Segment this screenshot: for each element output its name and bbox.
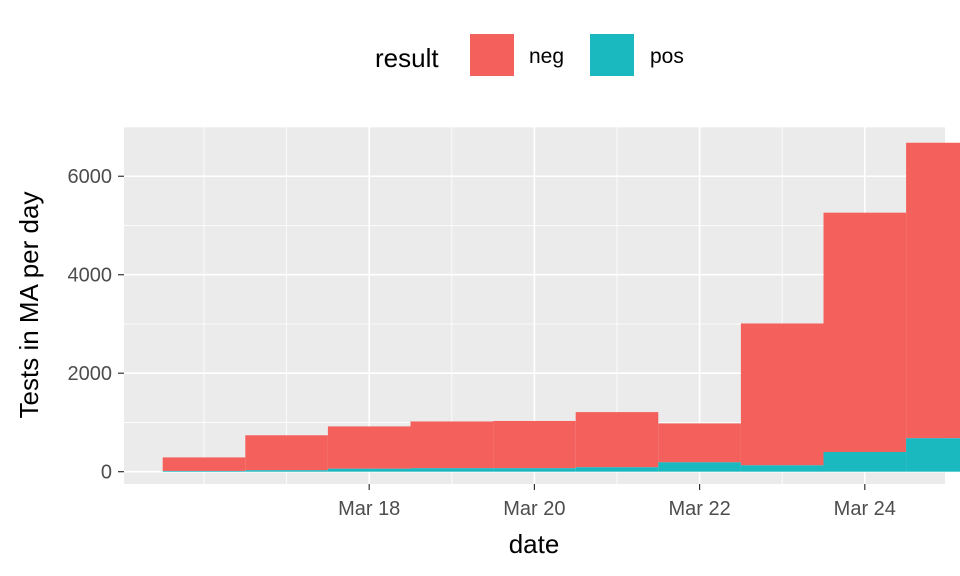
legend-swatch-pos [590,34,634,76]
bar-neg [162,457,246,471]
y-tick-label: 6000 [68,166,113,188]
bar-neg [327,426,411,469]
bar-pos [658,462,741,472]
y-axis-title: Tests in MA per day [14,192,44,419]
bar-pos [740,465,824,472]
axis-ticks: 0 2000 4000 6000 Mar 18 Mar 20 Mar 22 Mar 24 [68,166,896,520]
bar-neg [906,142,960,439]
bar-neg [493,420,576,469]
bar-neg [410,421,494,469]
legend: result neg pos [375,34,684,76]
gridlines [124,126,945,484]
bar-pos [245,470,328,472]
bar-neg [245,435,328,471]
bar-neg [823,212,907,452]
y-tick-label: 4000 [68,265,113,287]
bars [162,142,960,472]
x-tick-label: Mar 18 [338,498,400,520]
bar-neg [740,323,824,466]
y-tick-label: 0 [101,462,112,484]
bar-pos [327,468,411,472]
bar-neg [658,423,741,463]
x-tick-label: Mar 22 [668,498,730,520]
x-tick-label: Mar 24 [834,498,896,520]
bar-pos [162,470,246,472]
bar-pos [410,468,494,472]
bar-pos [906,438,960,472]
x-axis-title: date [509,529,560,559]
legend-swatch-neg [470,34,514,76]
bar-pos [575,467,659,472]
y-tick-label: 2000 [68,363,113,385]
bar-pos [823,451,907,472]
bar-neg [575,412,659,468]
bar-pos [493,468,576,472]
legend-label-pos: pos [650,45,684,68]
legend-label-neg: neg [529,45,564,68]
legend-title: result [375,43,439,73]
x-tick-label: Mar 20 [503,498,565,520]
